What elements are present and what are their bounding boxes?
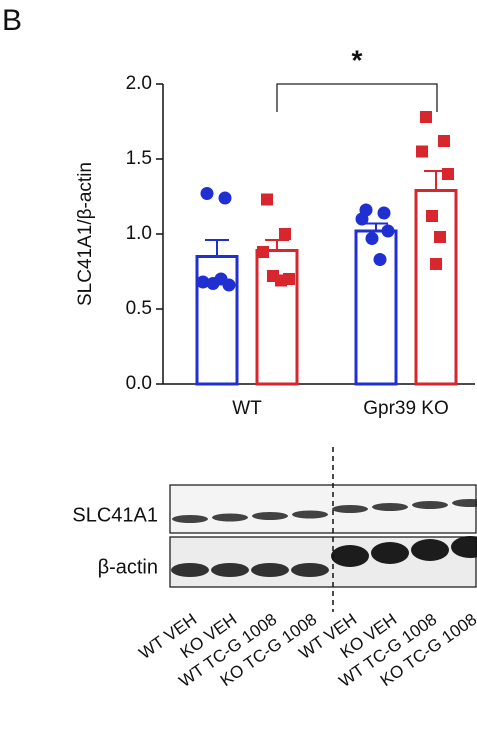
data-point [426, 210, 438, 222]
band [172, 515, 208, 523]
band [292, 510, 328, 519]
band [252, 512, 288, 520]
data-point [438, 135, 450, 147]
band [171, 563, 209, 577]
data-point [420, 111, 432, 123]
data-point [261, 193, 273, 206]
data-point [214, 272, 228, 286]
data-point [381, 224, 395, 238]
y-tick-label: 1.0 [126, 223, 152, 244]
blot-box [169, 484, 477, 534]
y-tick-label: 0.0 [126, 373, 152, 394]
data-point [442, 168, 454, 180]
x-tick-label: WT [232, 398, 262, 419]
data-point [430, 258, 442, 270]
bar [354, 229, 398, 386]
band [251, 563, 289, 577]
data-point [434, 231, 446, 243]
y-tick-label: 1.5 [126, 148, 152, 169]
data-point [257, 246, 269, 258]
data-point [355, 212, 369, 226]
band [211, 563, 249, 577]
band [411, 539, 449, 561]
blot-row-label: β-actin [98, 556, 158, 578]
blot-row-label: SLC41A1 [72, 504, 158, 526]
band [371, 542, 409, 564]
y-tick-label: 2.0 [126, 73, 152, 94]
data-point [275, 274, 287, 287]
data-point [373, 253, 387, 266]
data-point [200, 187, 214, 200]
significance-bracket [276, 83, 438, 112]
band [372, 503, 408, 511]
band [451, 536, 477, 558]
band [412, 501, 448, 509]
band [212, 513, 248, 522]
data-point [279, 228, 291, 240]
data-point [218, 191, 232, 205]
band [332, 505, 368, 513]
data-point [365, 232, 379, 245]
band [331, 545, 369, 567]
panel-label: B [2, 4, 22, 37]
x-tick-label: Gpr39 KO [363, 398, 449, 419]
data-point [196, 275, 210, 289]
y-tick-label: 0.5 [126, 298, 152, 319]
data-point [416, 145, 428, 158]
band [452, 499, 477, 507]
band [291, 563, 329, 577]
data-point [377, 206, 391, 220]
y-axis-label: SLC41A1/β-actin [75, 162, 96, 306]
significance-label: * [352, 44, 363, 75]
